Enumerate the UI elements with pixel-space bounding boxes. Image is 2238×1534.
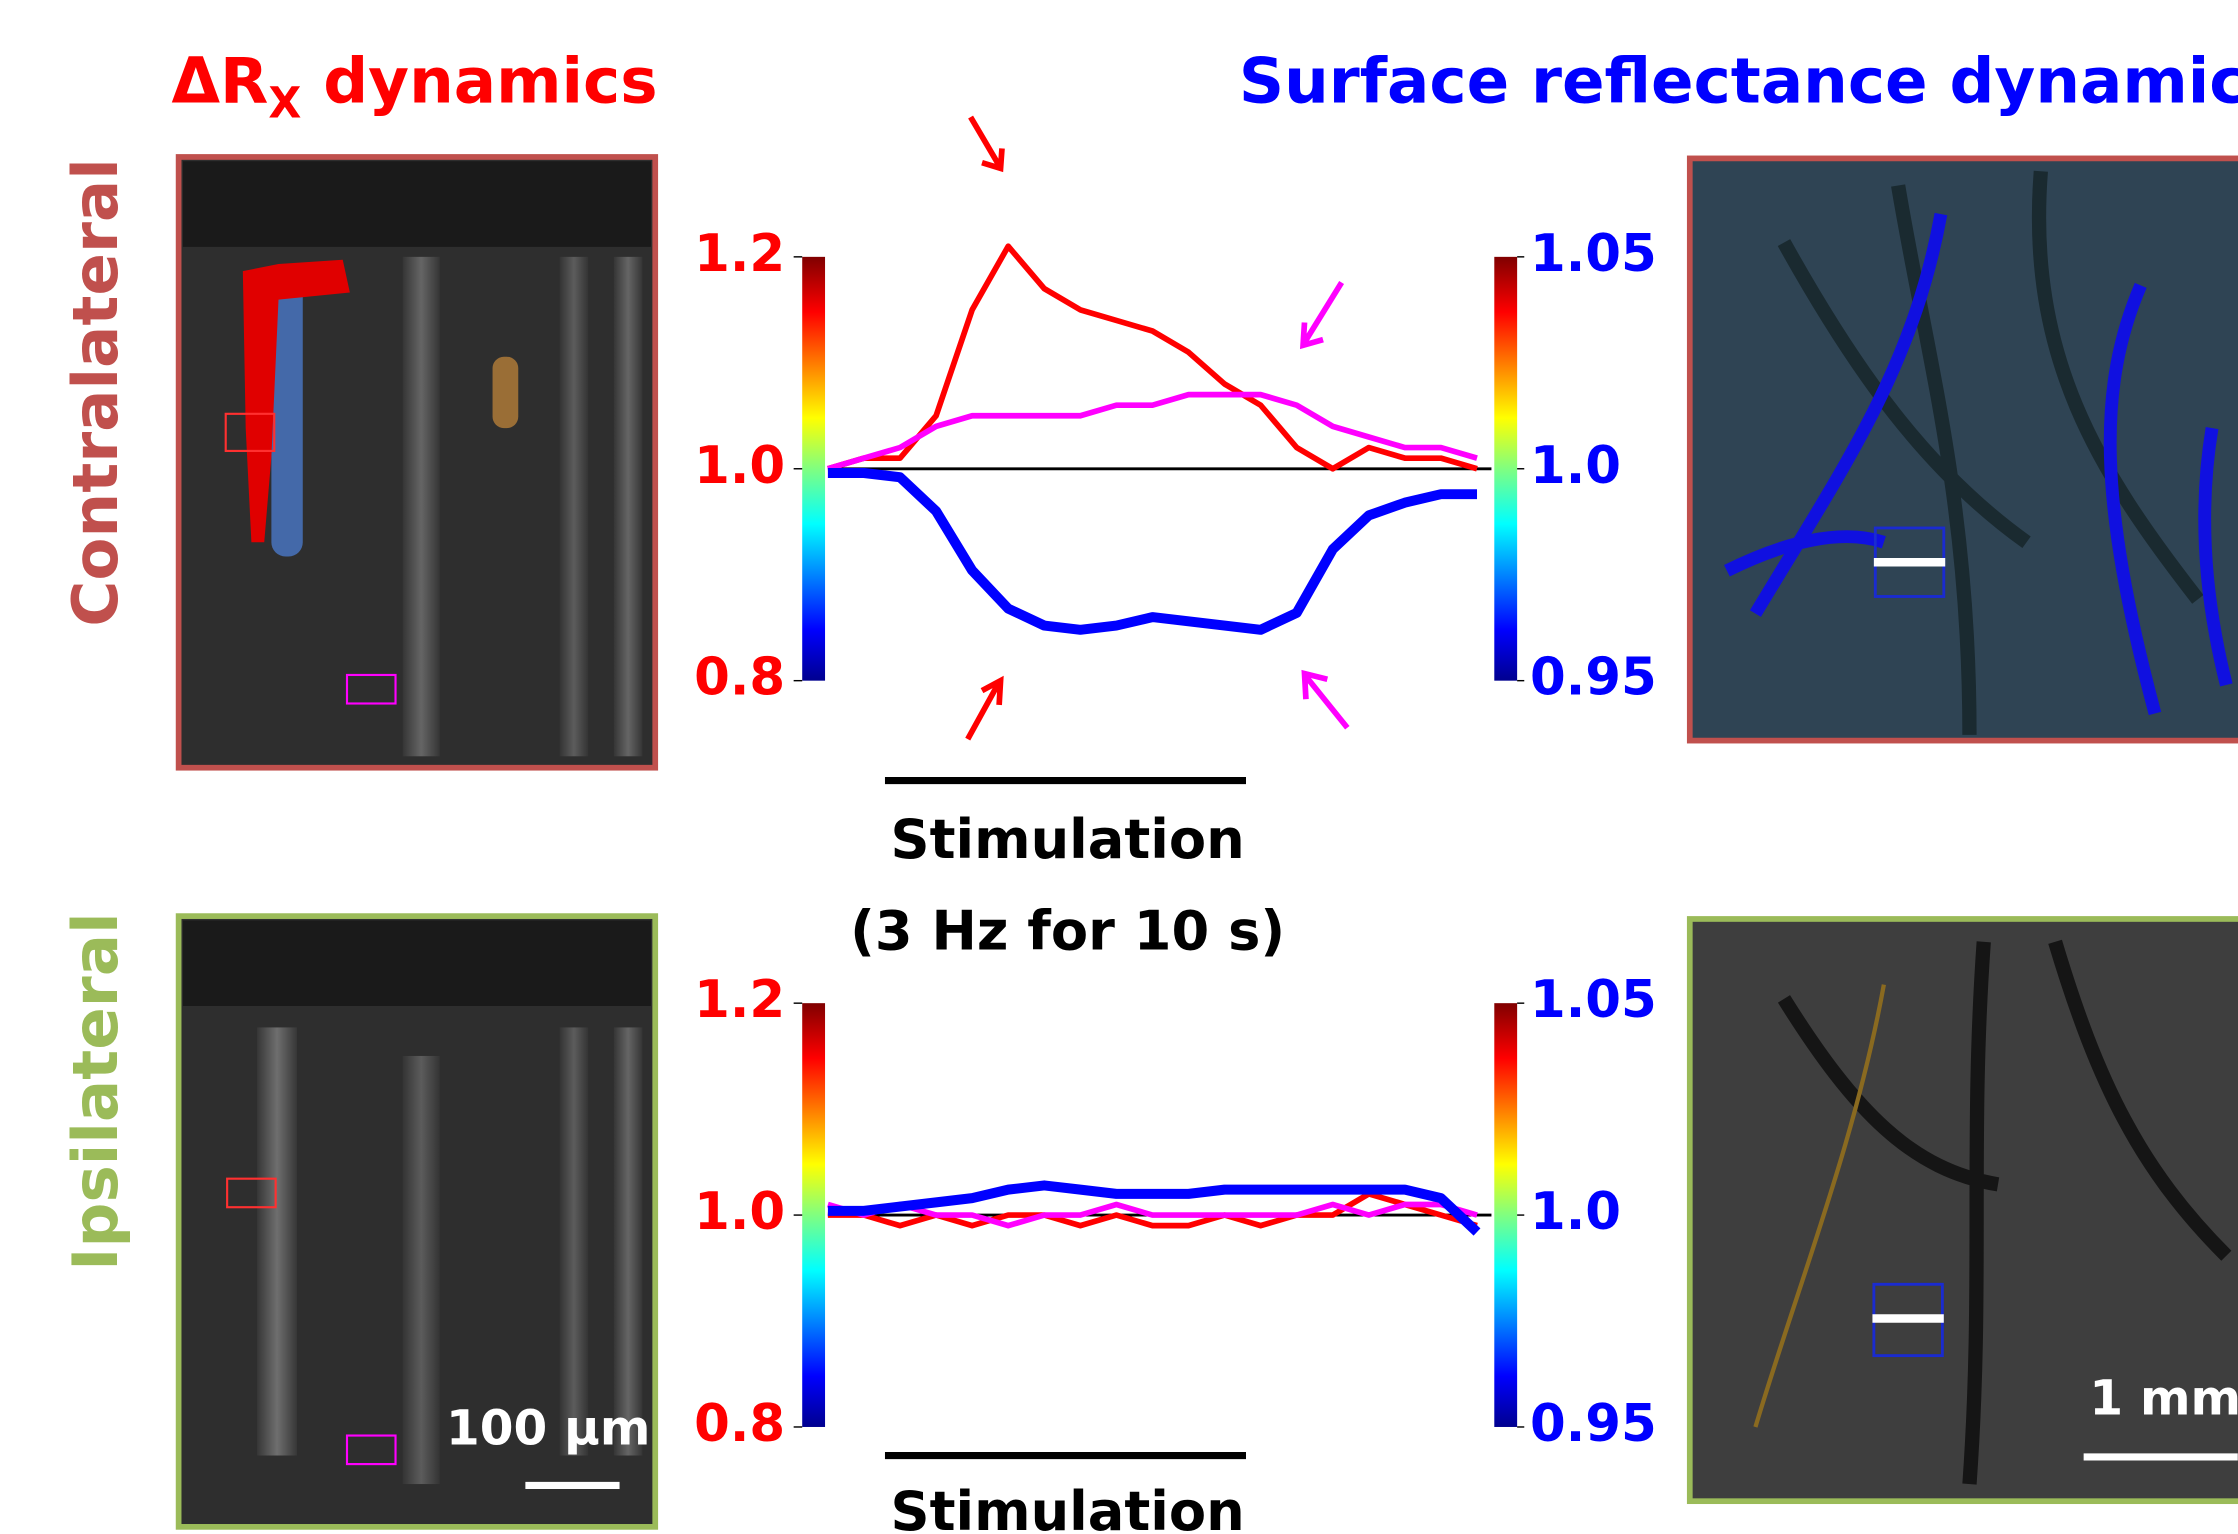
- arrows: [965, 115, 1350, 741]
- colorbar: [1494, 1003, 1518, 1427]
- y-tick-label: 1.2: [694, 224, 785, 284]
- series-line: [827, 468, 1478, 635]
- y2-tick-label: 0.95: [1530, 648, 1657, 708]
- row-label: Contralateral: [59, 158, 132, 626]
- y2-tick-label: 0.95: [1530, 1394, 1657, 1454]
- series-line: [827, 1201, 1478, 1229]
- row-label: Ipsilateral: [59, 912, 132, 1270]
- colorbar: [1494, 256, 1518, 681]
- colorbar: [802, 1003, 826, 1427]
- surface-image: [1686, 916, 2238, 1505]
- y-tick-label: 1.2: [694, 970, 785, 1030]
- stim-detail: (3 Hz for 10 s): [850, 899, 1285, 962]
- title-sub: X: [268, 78, 301, 128]
- series-line: [827, 243, 1478, 472]
- oct-image: [175, 154, 659, 771]
- y-tick-label: 1.0: [694, 1182, 785, 1242]
- scale-label: 100 µm: [446, 1400, 650, 1456]
- y2-tick-label: 1.05: [1530, 224, 1657, 284]
- left-title: ΔRX dynamics: [171, 45, 657, 128]
- stim-label: Stimulation: [891, 808, 1245, 871]
- oct-image: [175, 913, 659, 1530]
- y2-tick-label: 1.05: [1530, 970, 1657, 1030]
- series-line: [827, 1180, 1481, 1236]
- stim-label: Stimulation: [891, 1480, 1245, 1534]
- y-tick-label: 0.8: [694, 648, 785, 708]
- series-line: [827, 391, 1478, 472]
- y2-tick-label: 1.0: [1530, 436, 1621, 496]
- surface-image: [1686, 155, 2238, 744]
- title-rest: dynamics: [301, 45, 657, 118]
- y-tick-label: 1.0: [694, 436, 785, 496]
- title-main: ΔR: [171, 45, 268, 118]
- right-title: Surface reflectance dynamics: [1239, 45, 2238, 118]
- colorbar: [802, 256, 826, 681]
- y-tick-label: 0.8: [694, 1394, 785, 1454]
- y2-tick-label: 1.0: [1530, 1182, 1621, 1242]
- scale-label: 1 mm: [2089, 1370, 2238, 1426]
